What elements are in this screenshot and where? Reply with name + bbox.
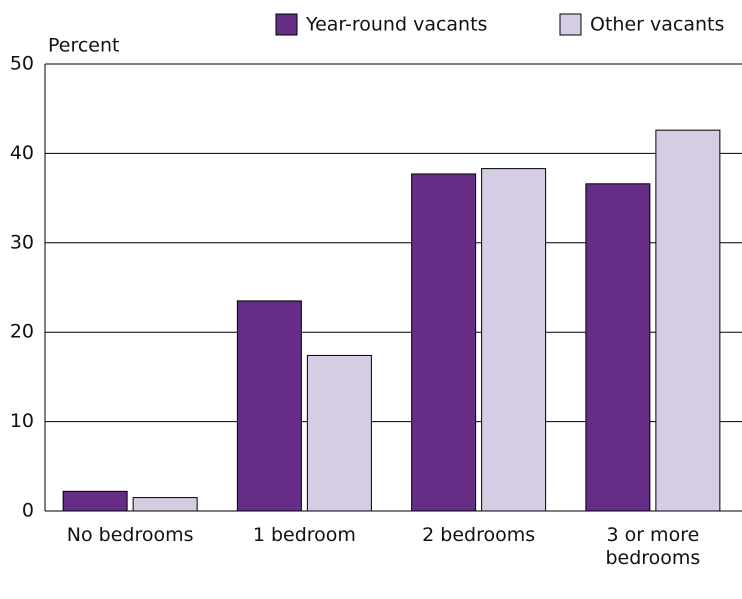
legend-swatch xyxy=(275,13,298,36)
y-tick-label: 10 xyxy=(10,410,34,432)
x-tick-label: 1 bedroom xyxy=(252,524,356,546)
bar xyxy=(655,129,721,512)
x-tick-label: 3 or more bedrooms xyxy=(605,524,701,569)
y-tick-label: 50 xyxy=(10,53,34,75)
x-tick-label: 2 bedrooms xyxy=(422,524,536,546)
x-tick-label-box: 3 or more bedrooms xyxy=(605,524,701,569)
bar xyxy=(585,183,651,512)
legend-label: Year-round vacants xyxy=(305,14,487,36)
y-axis-title: Percent xyxy=(48,35,120,57)
bar xyxy=(62,490,128,512)
legend-swatch xyxy=(559,13,582,36)
x-tick-label-box: 2 bedrooms xyxy=(422,524,536,546)
bar xyxy=(481,168,547,512)
bar xyxy=(306,354,372,512)
bar xyxy=(236,300,302,512)
legend-label: Other vacants xyxy=(590,14,724,36)
bar xyxy=(411,173,477,512)
y-tick-label: 20 xyxy=(10,321,34,343)
bar xyxy=(132,497,198,512)
x-tick-label-box: 1 bedroom xyxy=(252,524,356,546)
x-tick-label-box: No bedrooms xyxy=(66,524,194,546)
y-tick-label: 30 xyxy=(10,231,34,253)
y-tick-label: 40 xyxy=(10,142,34,164)
x-tick-label: No bedrooms xyxy=(66,524,194,546)
y-tick-label: 0 xyxy=(22,500,34,522)
